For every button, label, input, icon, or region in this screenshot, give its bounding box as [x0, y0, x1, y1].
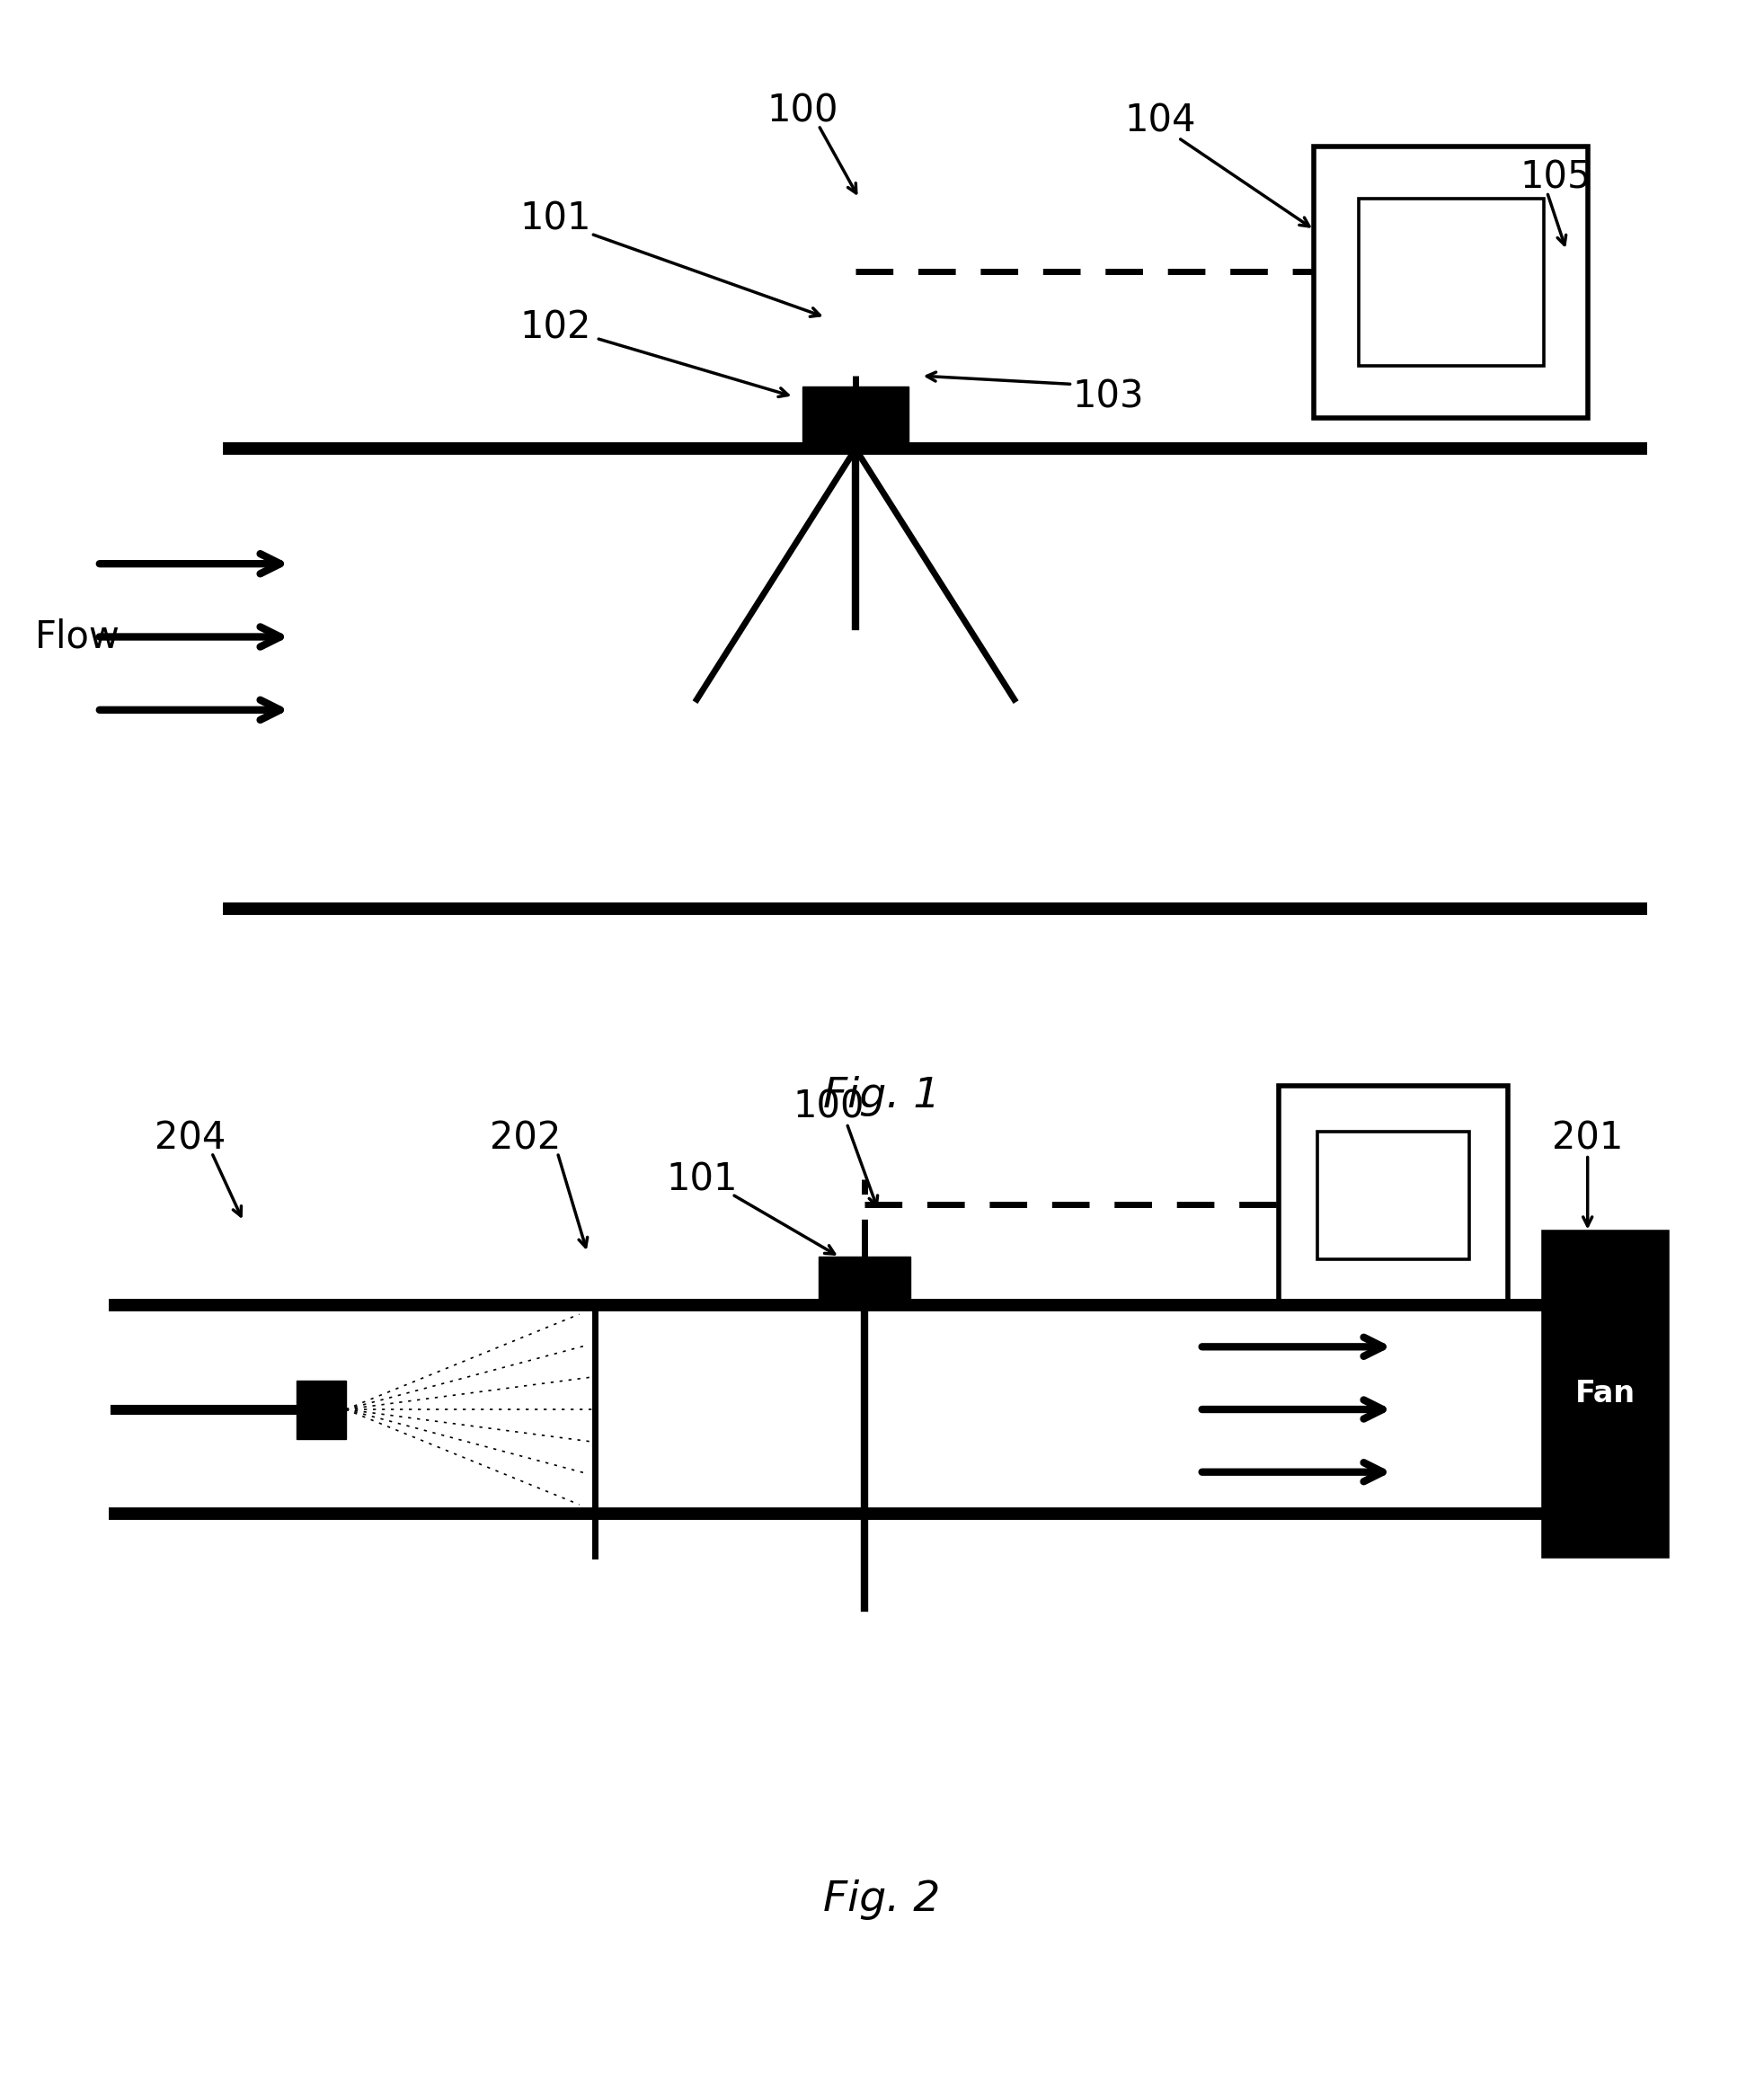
- Bar: [1279, 1086, 1508, 1305]
- Text: 100: 100: [794, 1088, 864, 1125]
- Text: 105: 105: [1521, 159, 1591, 196]
- Bar: [1358, 198, 1544, 365]
- Text: 201: 201: [1552, 1119, 1623, 1157]
- Text: Fig. 2: Fig. 2: [824, 1879, 940, 1921]
- Bar: [296, 1380, 346, 1439]
- Bar: [803, 386, 908, 449]
- Bar: [1314, 146, 1588, 418]
- Bar: [818, 1257, 910, 1305]
- Text: Flow: Flow: [35, 618, 120, 656]
- Text: 103: 103: [1073, 378, 1143, 416]
- Text: 101: 101: [667, 1161, 737, 1199]
- Text: 204: 204: [155, 1119, 226, 1157]
- Text: 101: 101: [520, 200, 591, 238]
- Text: 202: 202: [490, 1119, 561, 1157]
- Bar: [1318, 1132, 1469, 1259]
- Text: Fan: Fan: [1575, 1378, 1635, 1409]
- Text: Fig. 1: Fig. 1: [824, 1075, 940, 1117]
- Text: 100: 100: [767, 92, 838, 129]
- Bar: [1544, 1232, 1667, 1556]
- Text: 104: 104: [1125, 102, 1196, 140]
- Text: 102: 102: [520, 309, 591, 347]
